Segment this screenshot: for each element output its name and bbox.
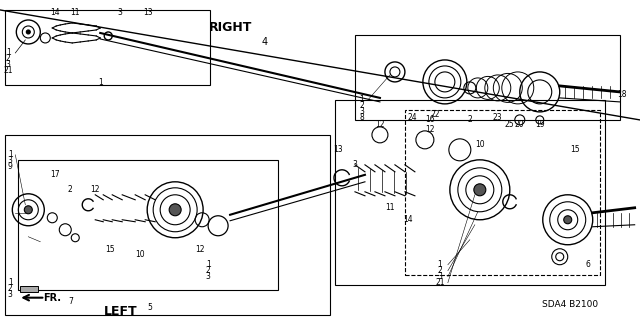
Bar [5, 10, 210, 85]
Text: 1: 1 [8, 278, 13, 287]
Text: 2: 2 [68, 185, 73, 194]
Bar [335, 100, 605, 285]
Text: 3: 3 [353, 160, 357, 169]
Text: 2: 2 [360, 101, 364, 110]
Text: 12: 12 [375, 120, 385, 129]
Text: 2: 2 [438, 266, 442, 275]
Text: RIGHT: RIGHT [209, 21, 252, 35]
Text: 14: 14 [403, 215, 413, 224]
Circle shape [169, 204, 181, 216]
Text: SDA4 B2100: SDA4 B2100 [541, 300, 598, 309]
Text: 21: 21 [435, 278, 445, 287]
Bar [20, 286, 38, 292]
Text: 1: 1 [205, 260, 211, 269]
Text: 19: 19 [535, 120, 545, 129]
Text: 2: 2 [205, 266, 211, 275]
Text: 3: 3 [437, 272, 442, 281]
Circle shape [474, 184, 486, 196]
Text: 15: 15 [106, 245, 115, 254]
Text: 21: 21 [4, 67, 13, 76]
Text: 1: 1 [438, 260, 442, 269]
Text: 13: 13 [143, 9, 153, 18]
Text: 6: 6 [585, 260, 590, 269]
Text: 3: 3 [8, 290, 13, 299]
Text: 15: 15 [570, 145, 580, 154]
Bar [5, 135, 330, 315]
Text: 3: 3 [118, 9, 123, 18]
Text: 12: 12 [425, 125, 435, 134]
Text: 3: 3 [205, 272, 211, 281]
Bar [405, 110, 600, 275]
Text: 7: 7 [68, 297, 73, 306]
Text: FR.: FR. [44, 293, 61, 303]
Text: 8: 8 [360, 113, 364, 122]
Circle shape [24, 206, 32, 214]
Bar [19, 160, 278, 290]
Text: 3: 3 [8, 156, 13, 165]
Circle shape [564, 216, 572, 224]
Text: 14: 14 [51, 9, 60, 18]
Text: 16: 16 [425, 116, 435, 124]
Text: 1: 1 [6, 48, 11, 58]
Text: 25: 25 [505, 120, 515, 129]
Text: 4: 4 [262, 37, 268, 47]
Text: 5: 5 [148, 303, 152, 312]
Text: 22: 22 [430, 110, 440, 119]
Text: 3: 3 [6, 60, 11, 69]
Text: 17: 17 [51, 170, 60, 179]
Text: LEFT: LEFT [104, 305, 137, 318]
Text: 1: 1 [360, 95, 364, 104]
Text: 2: 2 [467, 116, 472, 124]
Text: 11: 11 [385, 203, 395, 212]
Text: 9: 9 [8, 162, 13, 171]
Text: 12: 12 [90, 185, 100, 194]
Text: 23: 23 [493, 113, 502, 122]
Text: 20: 20 [515, 120, 525, 129]
Text: 1: 1 [98, 78, 102, 87]
Circle shape [26, 30, 30, 34]
Text: 10: 10 [475, 140, 484, 149]
Text: 13: 13 [333, 145, 343, 154]
Text: 2: 2 [6, 54, 11, 63]
Text: 12: 12 [195, 245, 205, 254]
Bar [355, 35, 620, 120]
Text: 11: 11 [70, 9, 80, 18]
Text: 18: 18 [617, 90, 627, 100]
Text: 2: 2 [8, 284, 13, 293]
Text: 24: 24 [407, 113, 417, 122]
Text: 1: 1 [8, 150, 13, 159]
Text: 10: 10 [136, 250, 145, 259]
Text: 3: 3 [360, 108, 364, 116]
